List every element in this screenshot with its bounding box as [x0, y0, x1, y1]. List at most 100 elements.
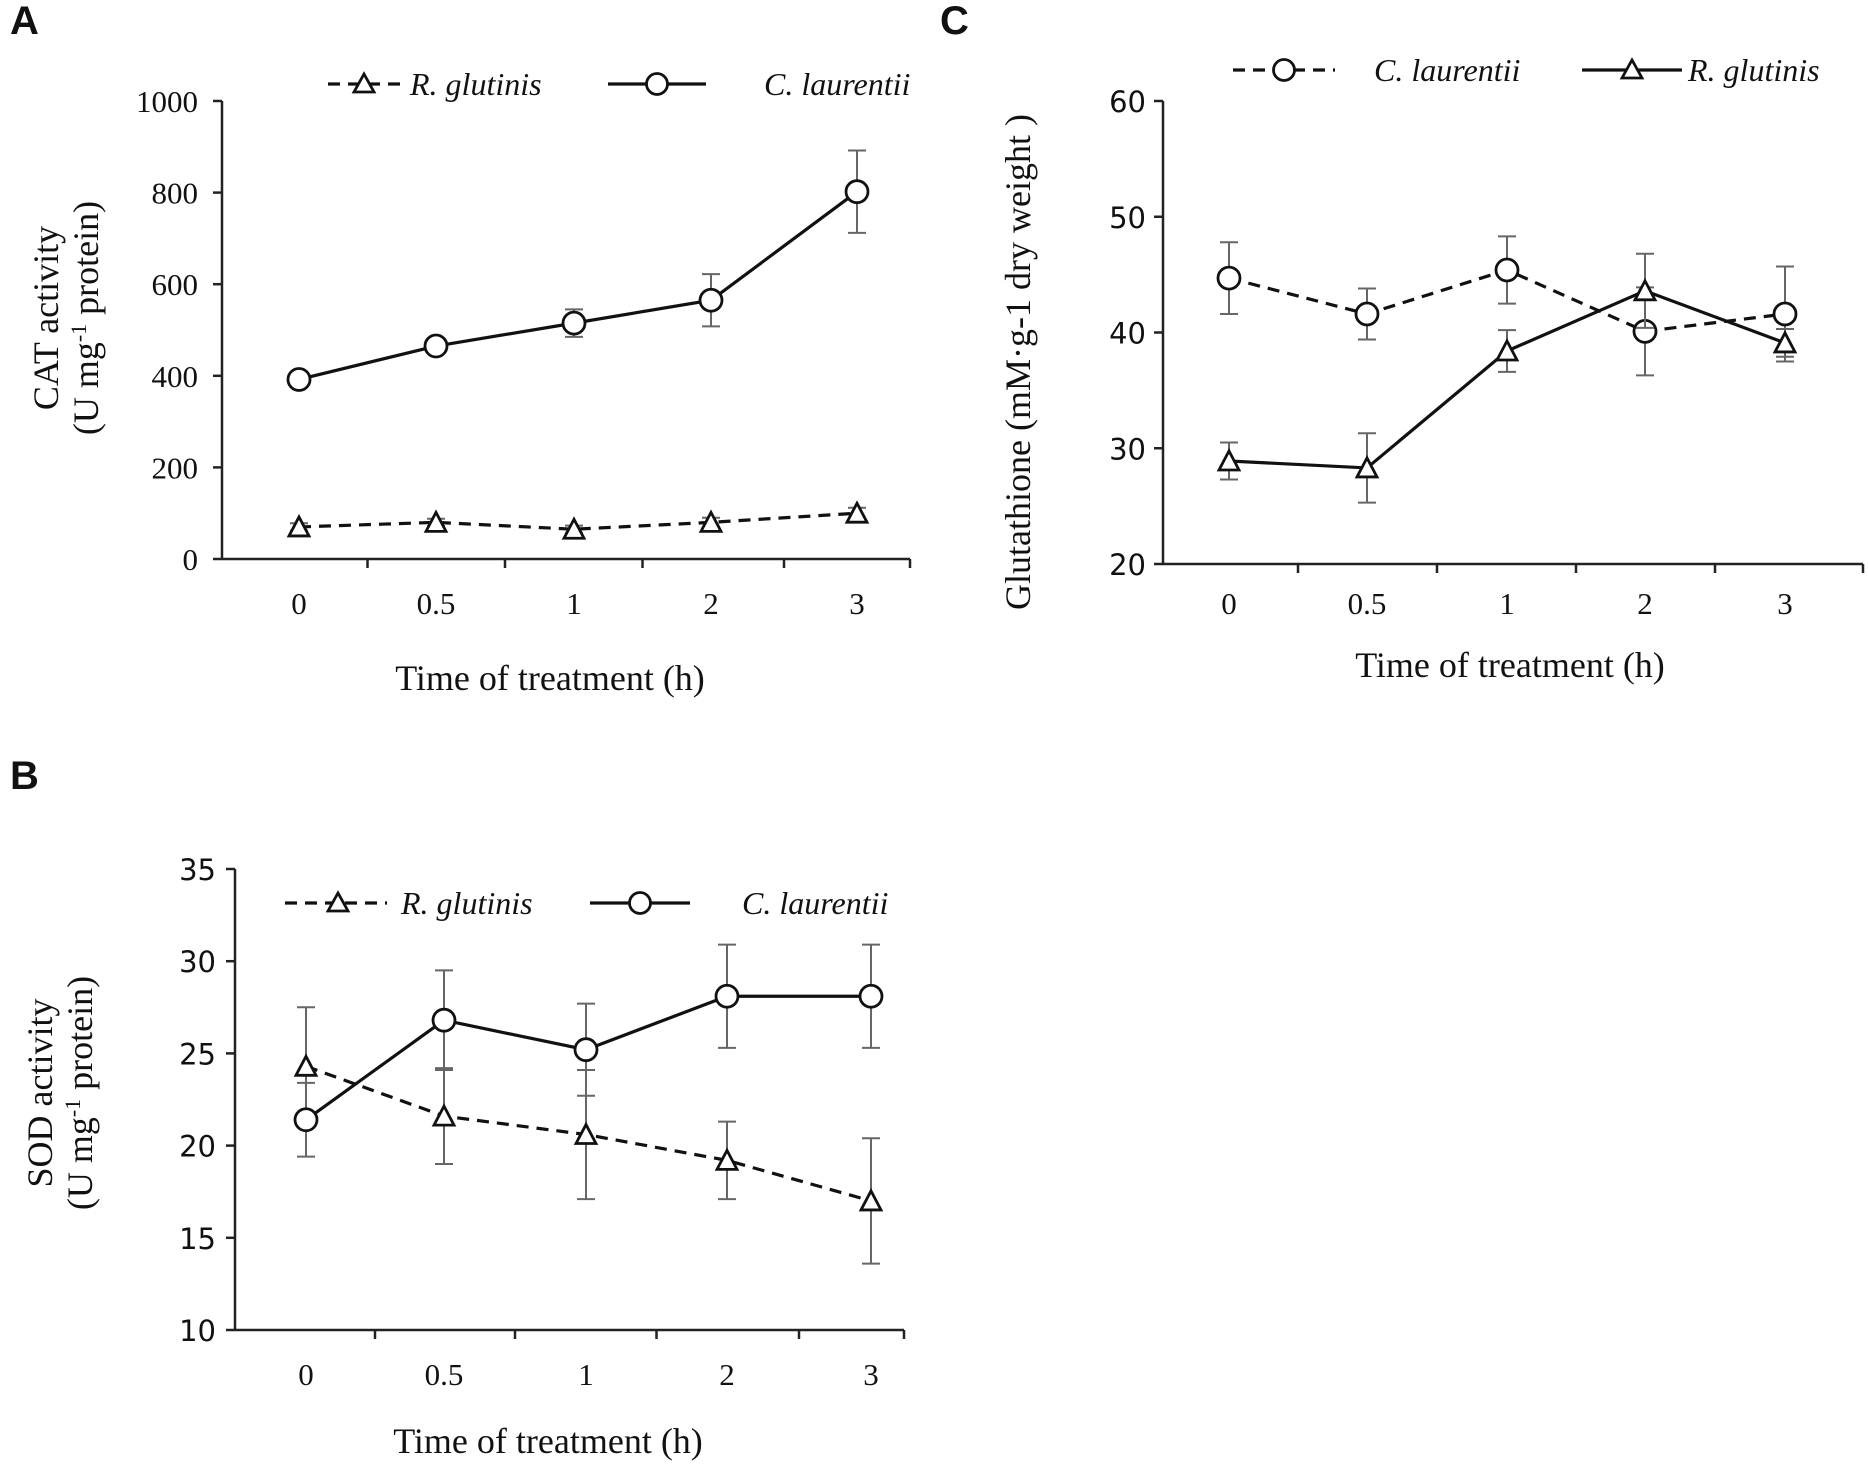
panel-b-legend-marker-c-laurentii [628, 891, 652, 915]
y-tick-label: 1000 [136, 84, 198, 119]
x-tick-label: 2 [1637, 586, 1653, 621]
panel-c-legend-label-r-glutinis: R. glutinis [1687, 52, 1820, 88]
panel-letter-b: B [10, 754, 39, 798]
data-point-circle [423, 333, 449, 359]
data-point-circle [293, 1107, 319, 1133]
panel-b-x-axis-title: Time of treatment (h) [393, 1421, 703, 1461]
y-tick-label: 10 [179, 1314, 216, 1348]
panel-c-y-tick-labels: 20 30 40 50 60 [1109, 85, 1146, 582]
panel-b-legend-label-c-laurentii: C. laurentii [742, 885, 888, 921]
data-point-triangle [858, 1187, 884, 1212]
x-tick-label: 2 [703, 586, 719, 621]
data-point-triangle [714, 1147, 740, 1171]
panel-a-legend: R. glutinis C. laurentii [328, 66, 910, 102]
panel-a-y-axis-title-line2: (U mg-1 protein) [66, 201, 106, 435]
y-tick-label: 800 [152, 176, 199, 211]
x-tick-label: 0.5 [425, 1357, 464, 1392]
panel-c-axes [1154, 99, 1865, 573]
y-tick-label: 25 [179, 1037, 216, 1071]
x-tick-label: 1 [578, 1357, 594, 1392]
data-point-triangle [561, 516, 587, 540]
y-tick-label: 200 [152, 450, 199, 485]
data-point-triangle [423, 509, 449, 533]
y-tick-label: 600 [152, 267, 199, 302]
data-point-circle [1772, 301, 1798, 327]
panel-a-legend-marker-c-laurentii [645, 72, 669, 96]
series-r-glutinis [286, 500, 870, 540]
x-tick-label: 3 [863, 1357, 879, 1392]
panel-a-legend-marker-r-glutinis [351, 71, 377, 94]
data-point-circle [714, 983, 740, 1009]
y-tick-label: 60 [1109, 85, 1146, 119]
data-point-triangle [844, 500, 870, 524]
data-point-triangle [1632, 277, 1658, 302]
x-tick-label: 0.5 [417, 586, 456, 621]
data-point-circle [1494, 257, 1520, 283]
x-tick-label: 0 [1221, 586, 1237, 621]
data-point-triangle [286, 513, 312, 538]
data-point-triangle [1494, 338, 1520, 362]
panel-b-plot-area [293, 943, 884, 1265]
panel-b-legend-marker-r-glutinis [325, 890, 351, 913]
data-point-circle [431, 1007, 457, 1033]
panel-b-legend: R. glutinis C. laurentii [285, 885, 888, 921]
y-tick-label: 30 [1109, 432, 1146, 466]
data-point-circle [1216, 265, 1242, 291]
panel-b-y-axis-title-line1: SOD activity [20, 999, 60, 1188]
x-tick-label: 0 [291, 586, 307, 621]
panel-b-axes [226, 867, 906, 1339]
series-line-c-laurentii [298, 190, 858, 382]
data-point-circle [561, 310, 587, 336]
panel-letter-a: A [10, 0, 39, 43]
panel-c-chart: 20 30 40 50 60 0 0.5 1 2 3 Time of treatment (h)… [998, 52, 1865, 685]
data-point-circle [858, 983, 884, 1009]
series-r-glutinis [293, 1006, 884, 1265]
y-tick-label: 400 [152, 359, 199, 394]
panel-a-x-axis-title: Time of treatment (h) [395, 658, 705, 698]
data-point-triangle [1216, 447, 1242, 472]
series-c-laurentii [1216, 235, 1798, 377]
panel-c-x-axis-title: Time of treatment (h) [1355, 645, 1665, 685]
x-tick-label: 3 [849, 586, 865, 621]
x-tick-label: 0.5 [1348, 586, 1387, 621]
panel-b-y-axis-title-line2: (U mg-1 protein) [60, 976, 100, 1210]
y-tick-label: 20 [179, 1130, 216, 1164]
data-point-circle [844, 179, 870, 205]
panel-a-legend-label-r-glutinis: R. glutinis [409, 66, 542, 102]
y-tick-label: 40 [1109, 317, 1146, 351]
panel-a-y-tick-labels: 0 200 400 600 800 1000 [136, 84, 198, 577]
data-point-circle [698, 287, 724, 313]
series-c-laurentii [286, 149, 870, 392]
y-tick-label: 20 [1109, 548, 1146, 582]
series-line-r-glutinis [1228, 289, 1786, 470]
y-tick-label: 0 [183, 542, 199, 577]
panel-a-y-axis-title-line1: CAT activity [26, 226, 66, 410]
data-point-triangle [1772, 329, 1798, 354]
panel-c-legend-marker-r-glutinis [1619, 57, 1645, 80]
data-point-triangle [573, 1121, 599, 1145]
panel-a-chart: 0 200 400 600 800 1000 0 0.5 1 2 3 Time of treatm… [26, 66, 912, 698]
panel-a-axes [213, 99, 912, 568]
x-tick-label: 0 [298, 1357, 314, 1392]
data-point-circle [1354, 301, 1380, 327]
data-point-triangle [1354, 454, 1380, 479]
y-tick-label: 35 [179, 853, 216, 887]
data-point-triangle [698, 509, 724, 533]
panel-b-legend-label-r-glutinis: R. glutinis [400, 885, 533, 921]
series-r-glutinis [1216, 252, 1798, 504]
x-tick-label: 2 [719, 1357, 735, 1392]
data-point-circle [573, 1037, 599, 1063]
panel-c-y-axis-title: Glutathione (mM·g-1 dry weight ) [998, 114, 1038, 610]
data-point-triangle [293, 1053, 319, 1077]
panel-b-x-tick-labels: 0 0.5 1 2 3 [298, 1357, 879, 1392]
panel-a-plot-area [286, 149, 870, 540]
panel-c-plot-area [1216, 235, 1798, 504]
data-point-triangle [431, 1103, 457, 1127]
panel-c-legend: C. laurentii R. glutinis [1233, 52, 1820, 88]
y-tick-label: 15 [179, 1222, 216, 1256]
series-c-laurentii [293, 943, 884, 1158]
panel-a-x-tick-labels: 0 0.5 1 2 3 [291, 586, 865, 621]
panel-b-y-tick-labels: 10 15 20 25 30 35 [179, 853, 216, 1348]
panel-c-legend-marker-c-laurentii [1272, 58, 1296, 82]
